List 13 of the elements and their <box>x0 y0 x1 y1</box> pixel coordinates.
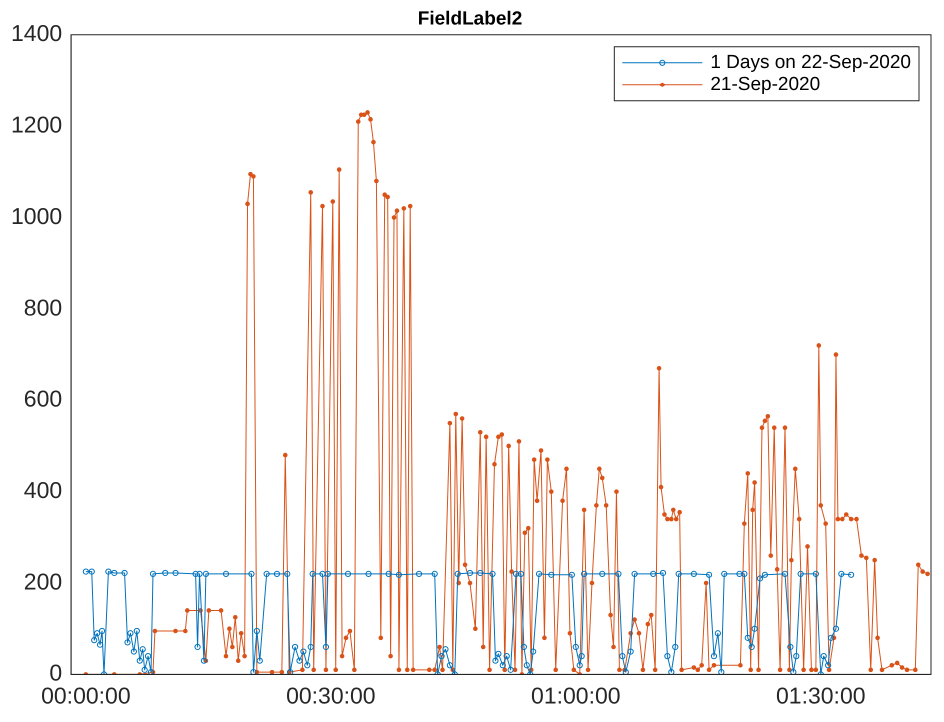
chart-title: FieldLabel2 <box>418 8 522 30</box>
y-tick-label: 200 <box>24 568 62 594</box>
y-tick-label: 400 <box>24 477 62 503</box>
x-tick-label: 00:30:00 <box>286 682 376 709</box>
y-tick-label: 600 <box>24 386 62 412</box>
x-tick-label: 01:30:00 <box>776 682 866 709</box>
y-tick-label: 1400 <box>10 20 62 46</box>
y-tick-label: 800 <box>24 294 62 320</box>
y-tick-label: 1200 <box>10 112 62 138</box>
legend-label: 21-Sep-2020 <box>710 74 820 96</box>
x-tick-label: 01:00:00 <box>531 682 621 709</box>
legend-label: 1 Days on 22-Sep-2020 <box>710 52 911 74</box>
y-tick-label: 1000 <box>10 202 62 229</box>
